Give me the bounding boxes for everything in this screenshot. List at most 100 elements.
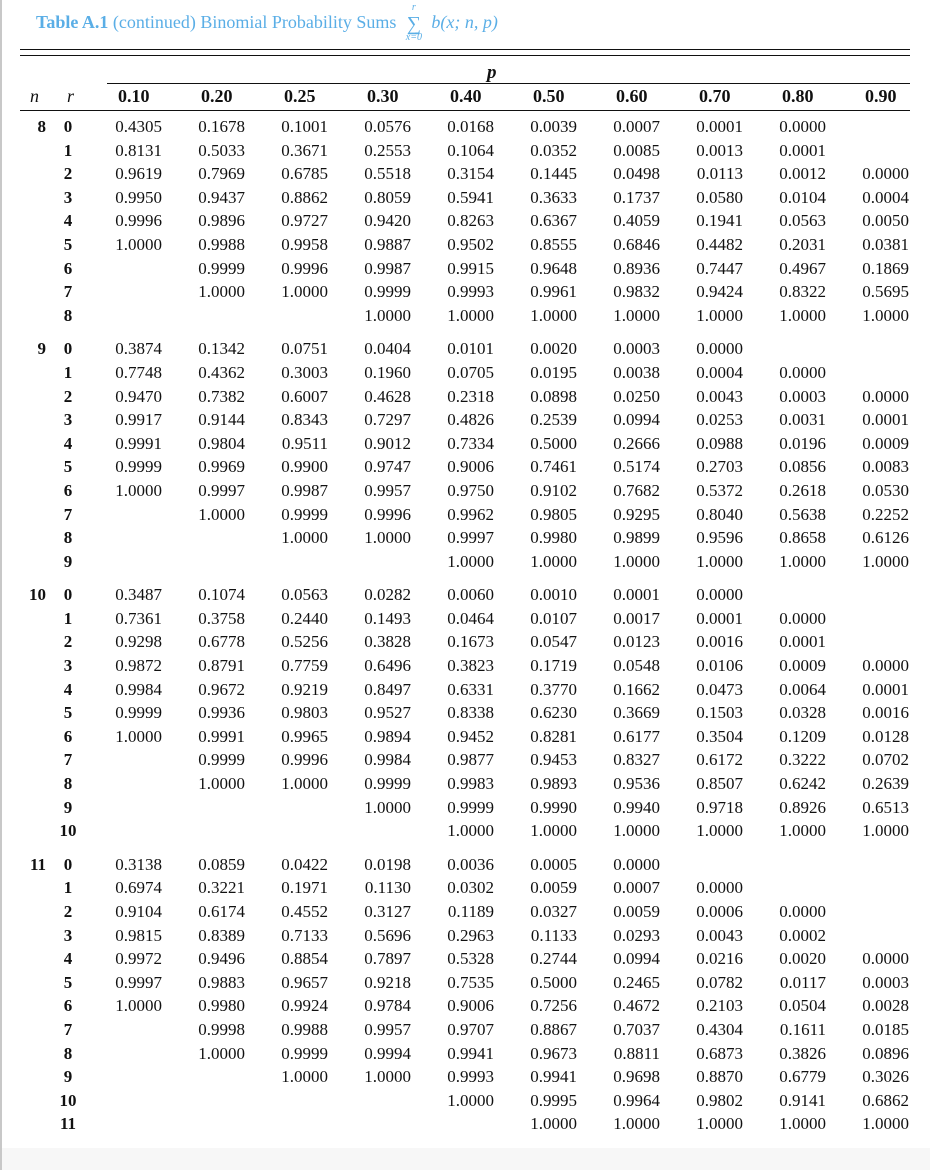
probability-cell: 0.3633 [530, 187, 577, 207]
table-row: 6 1.0000 0.9991 0.9965 0.9894 0.9452 0.8281 0.6… [0, 725, 909, 749]
r-cell: 7 [46, 748, 79, 772]
n-value [0, 233, 46, 257]
probability-cell: 0.0196 [779, 433, 826, 453]
r-cell: 6 [46, 479, 79, 503]
probability-cell: 0.3874 [115, 339, 162, 359]
r-value: 0 [63, 339, 73, 359]
probability-cell: 0.9887 [364, 234, 411, 254]
r-value: 5 [63, 234, 73, 254]
probability-cell: 0.0009 [779, 656, 826, 676]
probability-cell [660, 853, 743, 877]
probability-cell: 0.5696 [364, 925, 411, 945]
probability-cell: 0.8926 [779, 797, 826, 817]
probability-cell: 0.6126 [862, 528, 909, 548]
r-cell: 7 [46, 280, 79, 304]
n-value [0, 725, 46, 749]
probability-cell: 0.0563 [779, 211, 826, 231]
probability-cell [79, 503, 162, 527]
r-cell: 2 [46, 162, 79, 186]
n-value [0, 526, 46, 550]
probability-cell: 0.9950 [115, 187, 162, 207]
probability-cell: 0.0113 [696, 164, 743, 184]
probability-cell: 0.9999 [115, 457, 162, 477]
probability-cell: 0.9969 [198, 457, 245, 477]
probability-cell: 0.9917 [115, 410, 162, 430]
table-row: 3 0.9917 0.9144 0.8343 0.7297 0.4826 0.2539 0.0… [0, 408, 909, 432]
probability-cell: 0.0020 [530, 339, 577, 359]
probability-cell [79, 819, 162, 843]
probability-cell: 0.0422 [281, 854, 328, 874]
n-value [0, 924, 46, 948]
probability-cell: 0.9012 [364, 433, 411, 453]
probability-cell: 0.0198 [364, 854, 411, 874]
p-column-header: 0.80 [782, 86, 814, 106]
probability-cell: 0.7969 [198, 164, 245, 184]
table-row: 4 0.9972 0.9496 0.8854 0.7897 0.5328 0.2744 0.0… [0, 947, 909, 971]
r-cell: 5 [46, 233, 79, 257]
probability-cell: 0.4826 [447, 410, 494, 430]
probability-cell: 0.0017 [613, 608, 660, 628]
table-row: 7 0.9998 0.9988 0.9957 0.9707 0.8867 0.7037 0.4… [0, 1018, 909, 1042]
r-cell: 4 [46, 432, 79, 456]
probability-cell: 0.9996 [281, 750, 328, 770]
probability-cell: 0.9991 [115, 433, 162, 453]
probability-cell: 0.6513 [862, 797, 909, 817]
probability-cell: 0.0000 [862, 656, 909, 676]
probability-cell: 0.6974 [115, 878, 162, 898]
top-rule-2 [20, 55, 910, 57]
r-cell: 1 [46, 607, 79, 631]
probability-cell: 0.7535 [447, 972, 494, 992]
r-value: 4 [63, 211, 73, 231]
table-row: 7 1.0000 1.0000 0.9999 0.9993 0.9961 0.9832 0.9… [0, 280, 909, 304]
probability-cell: 0.2618 [779, 480, 826, 500]
probability-cell: 0.0043 [696, 925, 743, 945]
probability-cell: 0.9511 [281, 433, 328, 453]
probability-cell: 1.0000 [364, 305, 411, 325]
probability-cell: 0.2465 [613, 972, 660, 992]
probability-cell: 0.0013 [696, 140, 743, 160]
r-cell: 9 [46, 550, 79, 574]
r-cell: 8 [46, 772, 79, 796]
n-value [0, 701, 46, 725]
probability-cell: 1.0000 [364, 797, 411, 817]
probability-cell: 0.0001 [779, 632, 826, 652]
n-value [0, 772, 46, 796]
probability-cell: 0.1719 [530, 656, 577, 676]
group-spacer [0, 573, 909, 583]
probability-cell: 0.2553 [364, 140, 411, 160]
probability-cell: 1.0000 [281, 1067, 328, 1087]
probability-cell: 0.0104 [779, 187, 826, 207]
probability-cell: 0.2318 [447, 386, 494, 406]
probability-cell: 0.0117 [779, 972, 826, 992]
probability-cell: 0.9006 [447, 996, 494, 1016]
probability-cell: 0.0006 [696, 902, 743, 921]
r-value: 4 [63, 679, 73, 699]
r-cell: 5 [46, 971, 79, 995]
probability-cell: 0.0016 [862, 703, 909, 723]
probability-cell: 0.7748 [115, 362, 162, 382]
table-row: 8 1.0000 0.9999 0.9994 0.9941 0.9673 0.8811 0.6… [0, 1042, 909, 1066]
probability-cell [79, 1018, 162, 1042]
r-value: 2 [63, 164, 73, 184]
probability-cell: 0.7897 [364, 949, 411, 969]
table-row: 3 0.9872 0.8791 0.7759 0.6496 0.3823 0.1719 0.0… [0, 654, 909, 678]
probability-cell [79, 257, 162, 281]
sum-upper-limit: r [411, 1, 416, 13]
probability-cell: 0.9990 [530, 797, 577, 817]
probability-cell [328, 819, 411, 843]
probability-cell [79, 1065, 162, 1089]
probability-cell: 0.0083 [862, 457, 909, 477]
table-row: 7 1.0000 0.9999 0.9996 0.9962 0.9805 0.9295 0.8… [0, 503, 909, 527]
probability-cell: 1.0000 [447, 305, 494, 325]
probability-cell: 0.0898 [530, 386, 577, 406]
probability-cell [328, 1089, 411, 1113]
p-column-header: 0.60 [616, 86, 648, 106]
probability-cell: 0.7447 [696, 258, 743, 278]
probability-cell: 0.4628 [364, 386, 411, 406]
table-row: 9 1.0000 0.9999 0.9990 0.9940 0.9718 0.8926 0.6… [0, 796, 909, 820]
r-value: 1 [63, 608, 73, 628]
probability-cell: 0.3154 [447, 164, 494, 184]
n-value [0, 361, 46, 385]
r-value: 9 [63, 551, 73, 571]
probability-cell: 1.0000 [447, 821, 494, 841]
